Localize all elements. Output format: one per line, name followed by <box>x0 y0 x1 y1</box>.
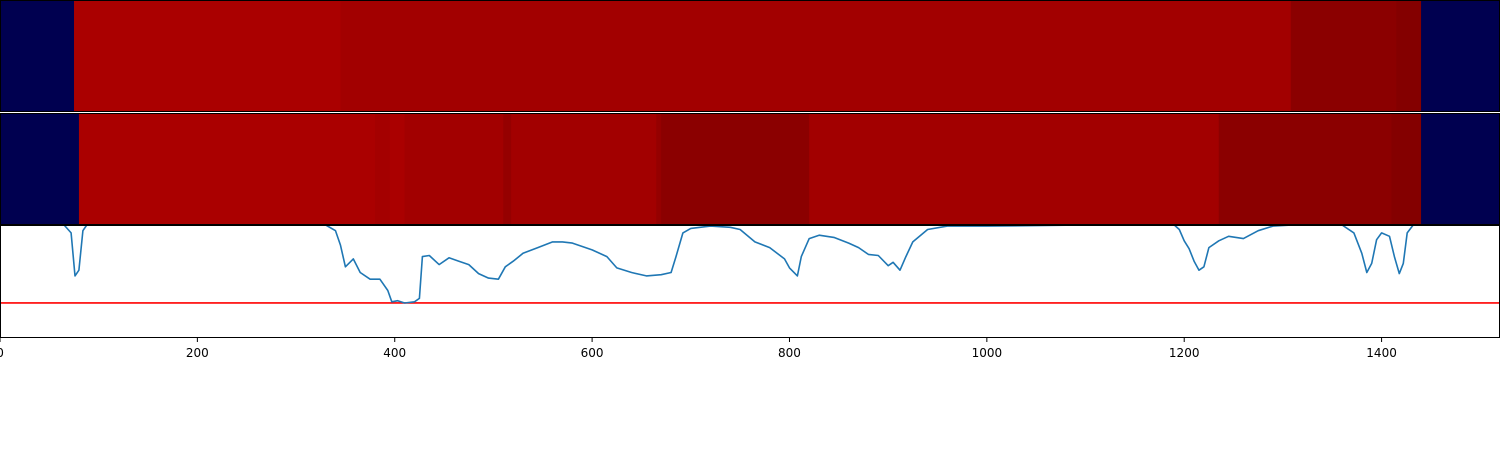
heatmap-bottom-segment-2 <box>375 113 391 225</box>
heatmap-bottom-segment-4 <box>404 113 504 225</box>
heatmap-top-segment-4 <box>1396 0 1422 112</box>
heatmap-bottom-segment-12 <box>1421 113 1500 225</box>
heatmap-bottom-segment-1 <box>78 113 376 225</box>
heatmap-top-segment-0 <box>0 0 75 112</box>
x-tick-label-1400: 1400 <box>1366 346 1397 360</box>
heatmap-bottom-segment-10 <box>1218 113 1392 225</box>
heatmap-bottom-segment-3 <box>389 113 406 225</box>
x-tick-label-400: 400 <box>383 346 406 360</box>
heatmap-bottom-segment-5 <box>503 113 512 225</box>
heatmap-bottom <box>0 113 1500 225</box>
heatmap-top-segment-3 <box>1290 0 1397 112</box>
heatmap-bottom-segment-9 <box>809 113 1220 225</box>
line-panel-background <box>0 225 1500 338</box>
x-tick-label-1000: 1000 <box>972 346 1003 360</box>
heatmap-bottom-segment-8 <box>661 113 810 225</box>
x-tick-label-1200: 1200 <box>1169 346 1200 360</box>
x-tick-label-200: 200 <box>186 346 209 360</box>
heatmap-bottom-segment-11 <box>1391 113 1422 225</box>
heatmap-top-segment-1 <box>74 0 341 112</box>
x-tick-label-600: 600 <box>581 346 604 360</box>
heatmap-top <box>0 0 1500 112</box>
x-axis: 0 200 400 600 800 1000 1200 1400 <box>0 338 1397 360</box>
series-line-0 <box>0 224 1500 304</box>
heatmap-top-segment-5 <box>1421 0 1500 112</box>
line-panel <box>0 224 1500 338</box>
heatmap-bottom-segment-7 <box>656 113 662 225</box>
x-tick-label-0: 0 <box>0 346 4 360</box>
x-tick-label-800: 800 <box>778 346 801 360</box>
heatmap-top-segment-2 <box>340 0 1292 112</box>
heatmap-bottom-segment-6 <box>511 113 657 225</box>
heatmap-bottom-segment-0 <box>0 113 80 225</box>
